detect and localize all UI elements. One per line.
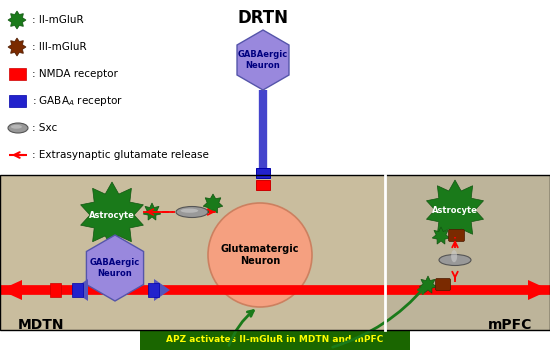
Ellipse shape — [451, 250, 457, 262]
Text: Glutamatergic
Neuron: Glutamatergic Neuron — [221, 244, 299, 266]
FancyBboxPatch shape — [448, 230, 465, 242]
Ellipse shape — [439, 255, 471, 266]
Bar — [72, 283, 83, 297]
Ellipse shape — [180, 208, 198, 213]
Bar — [385, 175, 550, 330]
Bar — [50, 283, 61, 297]
Text: MDTN: MDTN — [18, 318, 64, 332]
Text: mPFC: mPFC — [488, 318, 532, 332]
Polygon shape — [154, 279, 170, 301]
Bar — [0, 0, 550, 175]
Text: : NMDA receptor: : NMDA receptor — [32, 69, 118, 79]
Bar — [148, 283, 159, 297]
Ellipse shape — [8, 123, 28, 133]
Bar — [256, 168, 270, 178]
Polygon shape — [0, 280, 22, 300]
Text: GABAergic
Neuron: GABAergic Neuron — [238, 50, 288, 70]
Polygon shape — [8, 38, 26, 56]
Text: : Extrasynaptic glutamate release: : Extrasynaptic glutamate release — [32, 150, 209, 160]
Polygon shape — [72, 279, 88, 301]
Polygon shape — [419, 276, 437, 293]
Text: : GABA$_A$ receptor: : GABA$_A$ receptor — [32, 94, 123, 108]
Bar — [9, 68, 26, 80]
Text: : Sxc: : Sxc — [32, 123, 57, 133]
Polygon shape — [204, 194, 223, 213]
Circle shape — [208, 203, 312, 307]
Polygon shape — [86, 235, 144, 301]
FancyBboxPatch shape — [436, 279, 450, 291]
Text: APZ activates II-mGluR in MDTN and mPFC: APZ activates II-mGluR in MDTN and mPFC — [166, 336, 384, 345]
Bar — [0, 175, 550, 330]
Text: Astrocyte: Astrocyte — [89, 211, 135, 220]
Polygon shape — [432, 227, 450, 244]
Polygon shape — [8, 11, 26, 29]
Bar — [256, 180, 270, 190]
Text: Astrocyte: Astrocyte — [432, 206, 478, 215]
Polygon shape — [528, 280, 550, 300]
Polygon shape — [237, 30, 289, 90]
Ellipse shape — [176, 207, 208, 217]
Polygon shape — [81, 182, 144, 248]
Bar — [0, 175, 385, 330]
Polygon shape — [143, 203, 161, 220]
Bar — [9, 95, 26, 107]
Text: : III-mGluR: : III-mGluR — [32, 42, 87, 52]
Polygon shape — [426, 180, 483, 240]
Text: : II-mGluR: : II-mGluR — [32, 15, 84, 25]
Ellipse shape — [11, 125, 22, 129]
Text: GABAergic
Neuron: GABAergic Neuron — [90, 258, 140, 278]
Bar — [140, 330, 410, 350]
Text: DRTN: DRTN — [238, 9, 289, 27]
